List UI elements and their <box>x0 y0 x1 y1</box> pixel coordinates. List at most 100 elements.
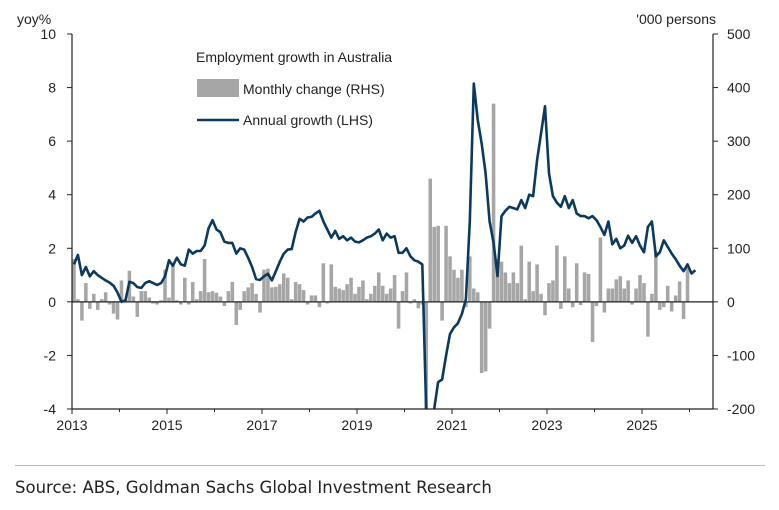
bar <box>380 285 385 302</box>
bar <box>384 293 389 302</box>
bar <box>222 301 227 307</box>
bar <box>448 256 452 302</box>
bar <box>159 300 163 302</box>
bar <box>677 281 682 302</box>
bar <box>507 283 512 302</box>
legend-bar-label: Monthly change (RHS) <box>243 81 385 97</box>
bar <box>72 259 76 302</box>
bar <box>234 301 239 325</box>
bar <box>163 269 167 302</box>
bar <box>638 275 642 302</box>
x-tick-label: 2025 <box>626 417 657 433</box>
bar <box>103 292 108 302</box>
bar <box>479 301 484 374</box>
bar <box>325 301 330 304</box>
bar <box>175 300 179 302</box>
legend-bar-swatch <box>197 79 239 97</box>
bar <box>230 282 235 302</box>
bar <box>475 292 480 302</box>
bar <box>503 272 508 302</box>
right-tick-label: -100 <box>727 347 755 363</box>
bar <box>119 280 124 302</box>
bar <box>563 256 567 302</box>
source-note: Source: ABS, Goldman Sachs Global Invest… <box>15 478 492 497</box>
employment-chart: 10 8 6 4 2 0 -2 -4 500 400 300 200 100 0 -100 -200 2013 2… <box>17 11 755 433</box>
bar <box>345 284 349 302</box>
bar <box>88 301 92 309</box>
right-tick-label: 0 <box>727 294 735 310</box>
bar <box>622 288 626 302</box>
bar <box>91 293 96 302</box>
bar <box>365 299 369 302</box>
bar <box>179 301 183 305</box>
bar <box>80 301 84 321</box>
right-tick-label: 500 <box>727 26 751 42</box>
bar <box>436 225 440 302</box>
bar <box>206 292 211 302</box>
bar <box>412 299 417 302</box>
bar <box>527 261 531 302</box>
bar <box>143 291 148 302</box>
bar <box>115 301 120 320</box>
bar <box>155 301 159 305</box>
bar <box>614 279 619 302</box>
bar <box>218 296 223 302</box>
bar <box>289 299 294 302</box>
bar <box>111 301 116 314</box>
right-tick-label: 300 <box>727 133 751 149</box>
bar <box>313 295 318 302</box>
bar <box>254 293 258 302</box>
bar <box>285 277 290 302</box>
bar <box>428 178 433 302</box>
bar <box>471 288 476 302</box>
bar <box>531 291 535 302</box>
bar <box>202 259 207 302</box>
bar <box>630 301 634 305</box>
bar <box>309 295 314 302</box>
bar <box>487 301 492 329</box>
left-tick-label: 2 <box>48 240 56 256</box>
bar <box>519 245 524 302</box>
bar <box>400 291 405 302</box>
bar <box>392 275 397 302</box>
bar <box>373 285 377 302</box>
bar <box>432 226 436 302</box>
bar <box>333 286 338 302</box>
bar <box>535 264 539 302</box>
bar <box>341 290 345 302</box>
bar <box>452 269 456 302</box>
bar <box>329 264 334 302</box>
annual-growth-line <box>72 82 697 409</box>
bar <box>198 291 203 302</box>
bar <box>297 284 302 302</box>
x-tick-label: 2015 <box>151 417 182 433</box>
bar <box>214 292 219 302</box>
bar <box>574 263 579 302</box>
bar <box>258 301 262 313</box>
bar <box>658 301 662 310</box>
bar <box>578 301 583 306</box>
bar <box>262 269 266 302</box>
divider <box>15 465 765 466</box>
bar <box>483 301 488 372</box>
left-axis-label: yoy% <box>17 11 51 27</box>
bar <box>396 301 401 329</box>
bar <box>559 301 563 309</box>
bar <box>440 301 444 321</box>
left-tick-label: 0 <box>48 294 56 310</box>
bar <box>131 296 136 302</box>
left-tick-label: -4 <box>44 401 57 417</box>
bar <box>566 288 571 302</box>
bar <box>626 280 630 302</box>
bar <box>555 245 559 302</box>
bar <box>551 280 555 302</box>
bar <box>190 282 195 302</box>
x-tick-label: 2021 <box>436 417 467 433</box>
bar <box>317 301 322 308</box>
bar <box>301 290 306 302</box>
bar <box>337 288 341 302</box>
bar <box>618 276 623 302</box>
x-tick-label: 2019 <box>341 417 372 433</box>
bar <box>491 103 496 302</box>
bar <box>495 259 500 302</box>
